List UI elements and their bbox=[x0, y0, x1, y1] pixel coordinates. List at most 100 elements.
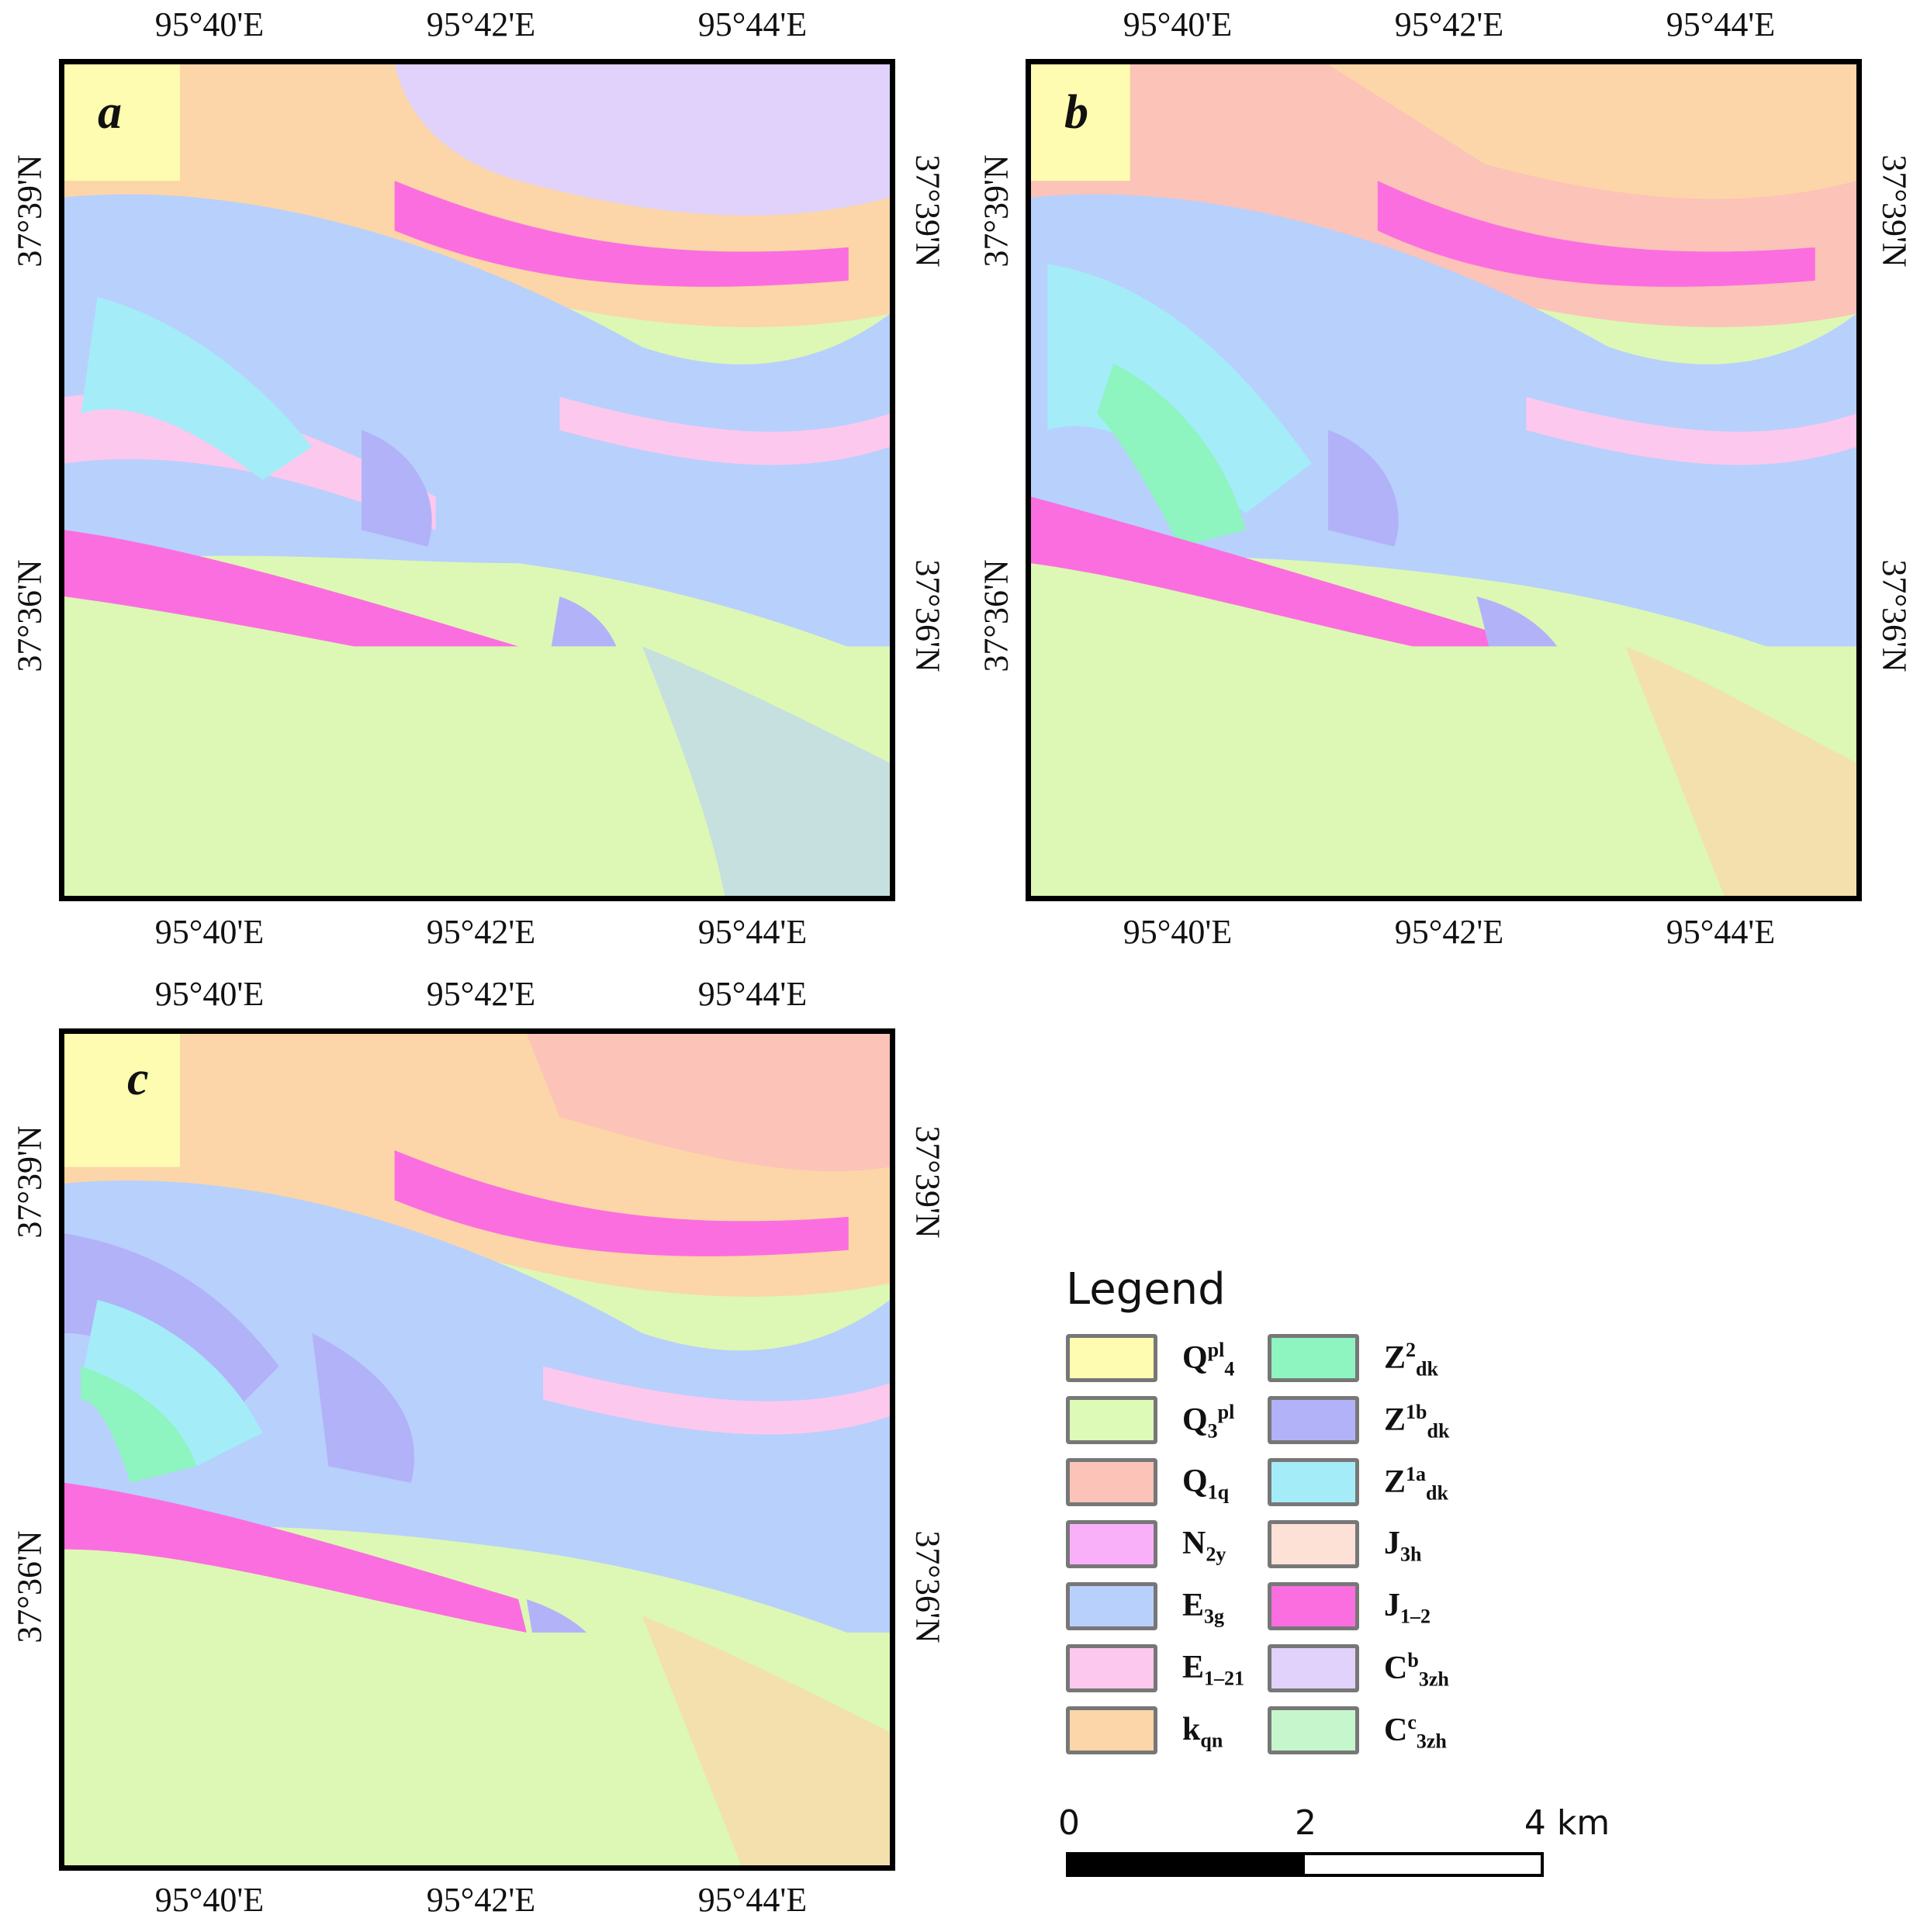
legend-swatch bbox=[1066, 1582, 1157, 1630]
scale-bar-graphic bbox=[1066, 1852, 1544, 1877]
legend-label-sub: 3zh bbox=[1418, 1668, 1449, 1691]
legend-label-sup: pl bbox=[1217, 1401, 1235, 1423]
lat-label: 37°36'N bbox=[908, 559, 947, 672]
lon-label: 95°44'E bbox=[697, 913, 808, 951]
scale-label-4km: 4 km bbox=[1524, 1803, 1610, 1843]
legend-label: J3h bbox=[1384, 1525, 1421, 1566]
lon-label: 95°42'E bbox=[1394, 5, 1504, 43]
scale-label-0: 0 bbox=[1058, 1803, 1080, 1843]
legend-title: Legend bbox=[1066, 1264, 1226, 1315]
legend-label: Z1bdk bbox=[1384, 1401, 1449, 1443]
scale-bar-black-segment bbox=[1069, 1855, 1305, 1874]
legend-swatch bbox=[1066, 1396, 1157, 1444]
legend-label-sub: 3zh bbox=[1416, 1730, 1447, 1753]
legend-label-base: E bbox=[1182, 1650, 1205, 1685]
legend-label-sup: 2 bbox=[1406, 1339, 1417, 1361]
legend-label: kqn bbox=[1182, 1711, 1223, 1752]
legend-label-base: J bbox=[1384, 1526, 1400, 1561]
legend-label: Q3pl bbox=[1182, 1401, 1234, 1443]
legend-label-base: Q bbox=[1182, 1464, 1208, 1499]
scale-label-2: 2 bbox=[1295, 1803, 1316, 1843]
lon-label: 95°44'E bbox=[697, 1881, 808, 1919]
lat-label: 37°36'N bbox=[1875, 559, 1914, 672]
legend-label-base: Q bbox=[1182, 1340, 1208, 1376]
legend-label-base: N bbox=[1182, 1526, 1206, 1561]
lon-label: 95°42'E bbox=[426, 975, 536, 1013]
lat-label: 37°36'N bbox=[10, 1530, 49, 1643]
legend-label-sup: 1a bbox=[1406, 1463, 1427, 1485]
lat-label: 37°36'N bbox=[908, 1530, 947, 1643]
panel-label-a: a bbox=[98, 86, 122, 139]
legend-label-sub: 3h bbox=[1400, 1543, 1422, 1566]
legend-label: E1–21 bbox=[1182, 1649, 1244, 1690]
legend-label-sub: dk bbox=[1427, 1419, 1450, 1443]
lat-label: 37°36'N bbox=[977, 559, 1015, 672]
map-image-a bbox=[59, 59, 895, 901]
lon-label: 95°42'E bbox=[426, 913, 536, 951]
legend-label-base: Q bbox=[1182, 1402, 1208, 1438]
legend-swatch bbox=[1268, 1706, 1359, 1754]
lon-label: 95°42'E bbox=[1394, 913, 1504, 951]
legend-swatch bbox=[1066, 1334, 1157, 1382]
legend-label-base: J bbox=[1384, 1588, 1400, 1623]
lon-label: 95°42'E bbox=[426, 5, 536, 43]
lon-label: 95°44'E bbox=[697, 5, 808, 43]
lat-label: 37°39'N bbox=[977, 154, 1015, 268]
legend-label-base: C bbox=[1384, 1650, 1408, 1686]
legend-label: J1–2 bbox=[1384, 1587, 1431, 1628]
legend-label: E3g bbox=[1182, 1587, 1224, 1628]
lon-label: 95°40'E bbox=[1123, 913, 1233, 951]
lat-label: 37°39'N bbox=[908, 154, 947, 268]
panel-label-c: c bbox=[127, 1052, 149, 1105]
legend-label-sup: b bbox=[1407, 1649, 1419, 1671]
lon-label: 95°44'E bbox=[1666, 5, 1776, 43]
legend-swatch bbox=[1268, 1644, 1359, 1692]
legend-label-sup: 1b bbox=[1406, 1401, 1427, 1423]
panel-label-b: b bbox=[1064, 86, 1088, 139]
legend-label: Q1q bbox=[1182, 1463, 1229, 1504]
legend-label-sub: 4 bbox=[1224, 1357, 1235, 1381]
map-image-b bbox=[1026, 59, 1862, 901]
geologic-map-b bbox=[1031, 64, 1856, 896]
legend-label-sub: 1–21 bbox=[1204, 1667, 1245, 1690]
legend-label: Qpl4 bbox=[1182, 1339, 1234, 1381]
legend-label-sub: 3g bbox=[1204, 1605, 1225, 1628]
legend-label-sub: dk bbox=[1426, 1481, 1448, 1505]
legend-swatch bbox=[1268, 1396, 1359, 1444]
lat-label: 37°36'N bbox=[10, 559, 49, 672]
legend-swatch bbox=[1066, 1520, 1157, 1568]
legend-label-base: Z bbox=[1384, 1340, 1406, 1376]
lat-label: 37°39'N bbox=[908, 1125, 947, 1239]
lon-label: 95°44'E bbox=[1666, 913, 1776, 951]
lon-label: 95°40'E bbox=[154, 913, 265, 951]
legend-swatch bbox=[1066, 1706, 1157, 1754]
legend-swatch bbox=[1268, 1520, 1359, 1568]
legend-label-sub: 3 bbox=[1207, 1419, 1218, 1443]
legend-label-sub: qn bbox=[1200, 1729, 1223, 1752]
lat-label: 37°39'N bbox=[10, 1125, 49, 1239]
legend-swatch bbox=[1268, 1458, 1359, 1506]
lat-label: 37°39'N bbox=[10, 154, 49, 268]
legend-label: Z1adk bbox=[1384, 1463, 1448, 1505]
lon-label: 95°44'E bbox=[697, 975, 808, 1013]
legend-label-base: E bbox=[1182, 1588, 1205, 1623]
legend-label-sub: 1–2 bbox=[1400, 1605, 1431, 1628]
lat-label: 37°39'N bbox=[1875, 154, 1914, 268]
legend-label-sub: dk bbox=[1416, 1357, 1438, 1381]
legend-label-sup: c bbox=[1407, 1711, 1417, 1733]
legend-label-sub: 2y bbox=[1206, 1543, 1226, 1566]
legend-label: N2y bbox=[1182, 1525, 1226, 1566]
geologic-map-c bbox=[64, 1034, 890, 1865]
lon-label: 95°40'E bbox=[1123, 5, 1233, 43]
legend-label-base: Z bbox=[1384, 1464, 1406, 1500]
legend-label-sup: pl bbox=[1207, 1339, 1225, 1361]
lon-label: 95°40'E bbox=[154, 5, 265, 43]
legend-label: Cc3zh bbox=[1384, 1711, 1447, 1753]
map-image-c bbox=[59, 1028, 895, 1871]
legend-label-base: k bbox=[1182, 1712, 1201, 1747]
geologic-map-a bbox=[64, 64, 890, 896]
legend-label-base: Z bbox=[1384, 1402, 1406, 1438]
lon-label: 95°40'E bbox=[154, 1881, 265, 1919]
lon-label: 95°40'E bbox=[154, 975, 265, 1013]
legend-swatch bbox=[1066, 1458, 1157, 1506]
